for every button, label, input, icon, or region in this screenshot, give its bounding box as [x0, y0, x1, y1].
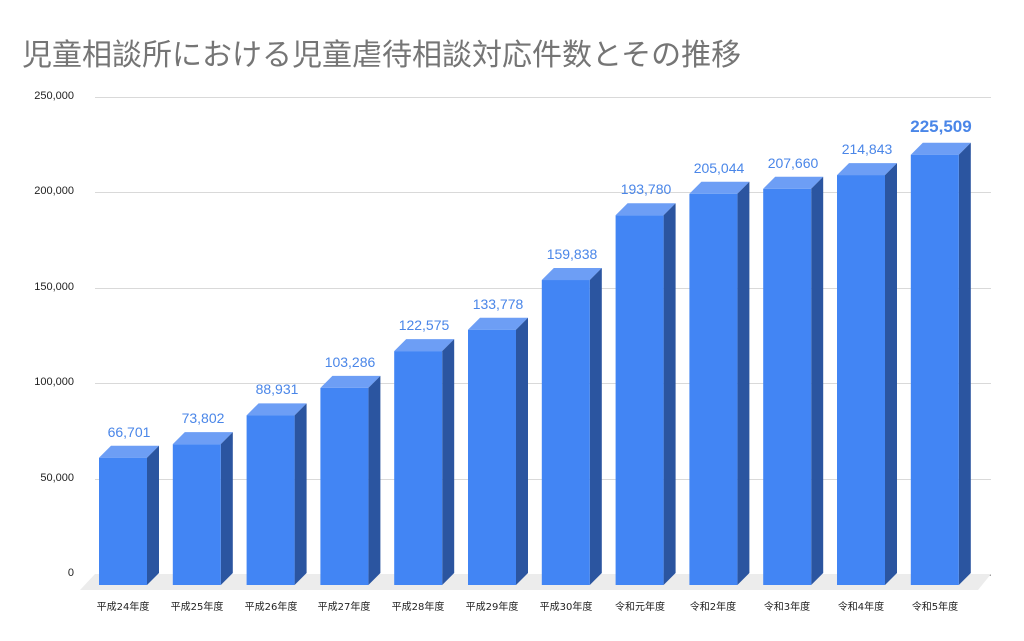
data-label: 88,931: [255, 381, 299, 397]
data-label: 159,838: [546, 246, 598, 262]
x-axis-tick-label: 令和5年度: [911, 602, 959, 613]
y-axis-tick-label: 0: [67, 567, 74, 579]
x-axis-tick-label: 平成28年度: [391, 602, 445, 613]
x-axis-tick-label: 平成30年度: [539, 602, 593, 613]
y-axis-tick-label: 150,000: [34, 281, 74, 293]
gridline: [95, 97, 991, 98]
data-label: 122,575: [398, 317, 450, 333]
y-axis-tick-label: 50,000: [40, 472, 74, 484]
data-label: 133,778: [472, 296, 524, 312]
gridline: [95, 192, 991, 193]
x-axis-tick-label: 令和元年度: [615, 602, 665, 613]
data-label: 73,802: [181, 410, 225, 426]
x-axis-tick-label: 平成26年度: [244, 602, 298, 613]
y-axis-tick-label: 200,000: [34, 185, 74, 197]
x-axis-tick-label: 平成25年度: [170, 602, 224, 613]
data-label: 103,286: [324, 354, 376, 370]
x-axis-tick-label: 平成24年度: [96, 602, 150, 613]
x-axis-tick-label: 平成29年度: [465, 602, 519, 613]
chart-title: 児童相談所における児童虐待相談対応件数とその推移: [22, 38, 742, 73]
x-axis-tick-label: 令和3年度: [763, 602, 811, 613]
data-label: 66,701: [107, 424, 151, 440]
y-axis-tick-label: 100,000: [34, 376, 74, 388]
x-axis-tick-label: 令和2年度: [689, 602, 737, 613]
x-axis-tick-label: 令和4年度: [837, 602, 885, 613]
data-label: 225,509: [910, 117, 972, 136]
x-axis-tick-label: 平成27年度: [317, 602, 371, 613]
data-label: 214,843: [841, 141, 893, 157]
data-label: 193,780: [620, 181, 672, 197]
data-label: 207,660: [767, 155, 819, 171]
y-axis-tick-label: 250,000: [34, 90, 74, 102]
data-label: 205,044: [693, 160, 745, 176]
